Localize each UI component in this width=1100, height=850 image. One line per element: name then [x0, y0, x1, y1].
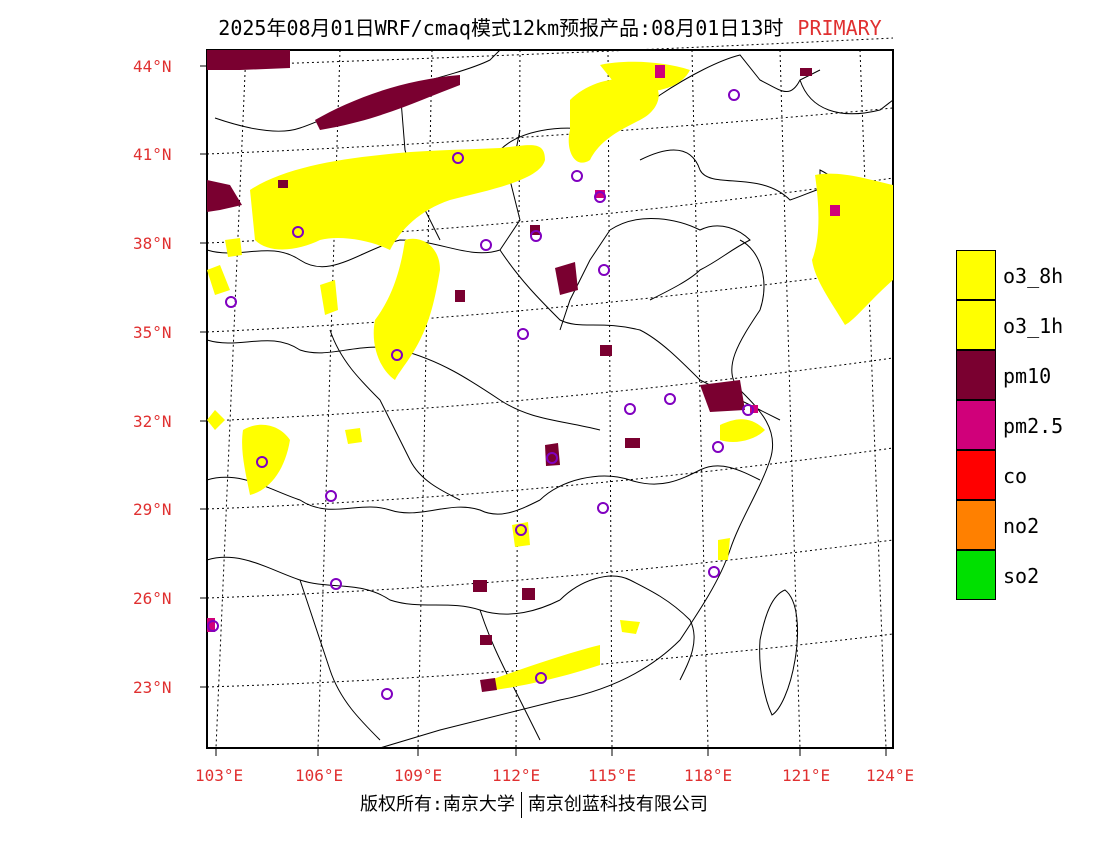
- lat-label: 32°N: [133, 412, 172, 431]
- lon-label: 115°E: [588, 766, 637, 785]
- lat-label: 38°N: [133, 234, 172, 253]
- legend-label-pm25: pm2.5: [1003, 414, 1064, 438]
- lon-label: 118°E: [684, 766, 733, 785]
- lon-label: 106°E: [295, 766, 344, 785]
- pm10-areas: [207, 50, 812, 692]
- footer-divider: [520, 792, 522, 818]
- map-title: 2025年08月01日WRF/cmaq模式12km预报产品:08月01日13时 P…: [0, 12, 1100, 41]
- o3-areas: [207, 61, 893, 690]
- legend-label-pm10: pm10: [1003, 364, 1052, 388]
- copyright-left: 版权所有:南京大学: [360, 794, 515, 815]
- lat-label: 44°N: [133, 57, 172, 76]
- legend-label-co: co: [1003, 464, 1028, 488]
- legend-label-no2: no2: [1003, 514, 1040, 538]
- legend-label-so2: so2: [1003, 564, 1040, 588]
- title-primary-tag: PRIMARY: [797, 16, 882, 40]
- legend-swatch-no2: [956, 500, 996, 550]
- legend-swatch-pm10: [956, 350, 996, 400]
- legend-swatch-so2: [956, 550, 996, 600]
- legend-label-o3-8h: o3_8h: [1003, 264, 1064, 288]
- lon-label: 124°E: [866, 766, 915, 785]
- legend-swatch-o3-1h: [956, 300, 996, 350]
- legend-label-o3-1h: o3_1h: [1003, 314, 1064, 338]
- legend-swatch-co: [956, 450, 996, 500]
- lat-label: 35°N: [133, 323, 172, 342]
- map-frame: [206, 49, 894, 749]
- lon-label: 109°E: [394, 766, 443, 785]
- lon-label: 103°E: [195, 766, 244, 785]
- taiwan-outline: [759, 589, 799, 716]
- axis-ticks: [200, 65, 887, 756]
- lat-label: 41°N: [133, 145, 172, 164]
- lon-label: 112°E: [492, 766, 541, 785]
- latitude-grid: [206, 37, 894, 688]
- legend-swatch-pm25: [956, 400, 996, 450]
- copyright-footer: 版权所有:南京大学 南京创蓝科技有限公司: [360, 790, 708, 818]
- city-markers: [207, 89, 754, 700]
- legend-swatch-o3-8h: [956, 250, 996, 300]
- lon-label: 121°E: [782, 766, 831, 785]
- copyright-right: 南京创蓝科技有限公司: [527, 794, 708, 815]
- lat-label: 26°N: [133, 589, 172, 608]
- lat-label: 29°N: [133, 500, 172, 519]
- lat-label: 23°N: [133, 678, 172, 697]
- coastline: [379, 239, 774, 749]
- title-text: 2025年08月01日WRF/cmaq模式12km预报产品:08月01日13时: [218, 16, 784, 40]
